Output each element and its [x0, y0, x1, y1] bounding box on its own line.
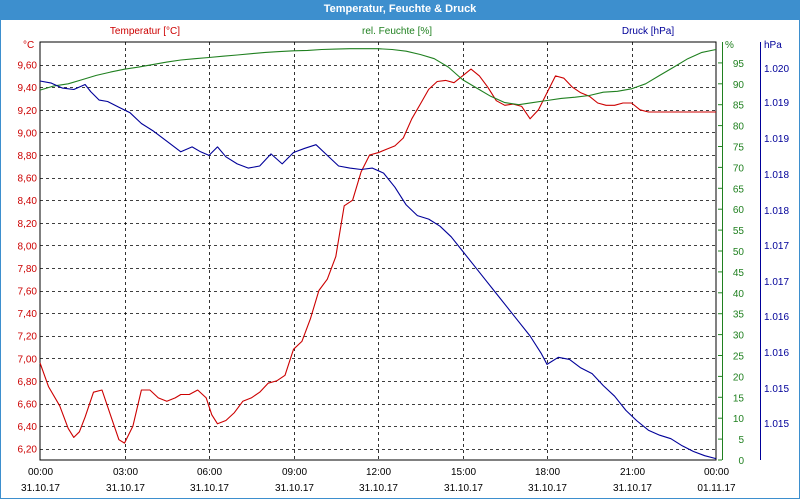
- temp-tick-label: 7,60: [18, 287, 38, 298]
- pressure-tick-label: 1.017: [764, 277, 789, 288]
- series-lines: [39, 48, 717, 460]
- grid: [39, 41, 717, 461]
- x-tick-date: 31.10.17: [613, 483, 652, 494]
- pressure-tick-label: 1.017: [764, 241, 789, 252]
- x-tick-date: 01.11.17: [697, 483, 736, 494]
- temp-tick-label: 7,00: [18, 354, 38, 365]
- pressure-unit-label: hPa: [764, 40, 782, 51]
- temp-tick-label: 6,60: [18, 400, 38, 411]
- humidity-tick-label: 75: [733, 143, 745, 154]
- x-tick-date: 31.10.17: [275, 483, 314, 494]
- temp-tick-label: 9,60: [18, 61, 38, 72]
- pressure-tick-label: 1.016: [764, 348, 789, 359]
- x-tick-time: 09:00: [282, 467, 307, 478]
- humidity-tick-label: 95: [733, 59, 745, 70]
- humidity-tick-label: 20: [733, 372, 745, 383]
- x-tick-time: 12:00: [366, 467, 391, 478]
- temp-tick-label: 7,20: [18, 332, 38, 343]
- temp-tick-label: 8,60: [18, 174, 38, 185]
- humidity-tick-label: 30: [733, 331, 745, 342]
- temp-tick-label: 8,80: [18, 151, 38, 162]
- x-tick-time: 00:00: [28, 467, 53, 478]
- humidity-tick-label: 15: [733, 393, 745, 404]
- temp-tick-label: 6,40: [18, 422, 38, 433]
- pressure-series-line: [39, 80, 717, 460]
- humidity-tick-label: 60: [733, 205, 745, 216]
- humidity-unit-label: %: [725, 40, 734, 51]
- axes: 00:00 31.10.17 03:00 31.10.17 06:00 31.10.17 0…: [18, 26, 790, 494]
- pressure-tick-label: 1.019: [764, 134, 789, 145]
- temperature-series-line: [39, 68, 716, 444]
- pressure-tick-label: 1.018: [764, 206, 789, 217]
- x-tick-date: 31.10.17: [444, 483, 483, 494]
- temp-tick-label: 7,80: [18, 264, 38, 275]
- temp-tick-label: 8,40: [18, 196, 38, 207]
- pressure-tick-label: 1.015: [764, 384, 789, 395]
- temp-tick-label: 9,20: [18, 106, 38, 117]
- x-tick-date: 31.10.17: [21, 483, 60, 494]
- humidity-tick-label: 70: [733, 163, 745, 174]
- chart-title: Temperatur, Feuchte & Druck: [0, 0, 800, 20]
- x-tick-date: 31.10.17: [359, 483, 398, 494]
- x-tick-time: 18:00: [535, 467, 560, 478]
- humidity-tick-label: 5: [738, 435, 744, 446]
- humidity-tick-label: 10: [733, 414, 745, 425]
- x-tick-date: 31.10.17: [528, 483, 567, 494]
- pressure-tick-label: 1.019: [764, 98, 789, 109]
- x-tick-time: 00:00: [704, 467, 729, 478]
- humidity-tick-label: 90: [733, 80, 745, 91]
- temp-tick-label: 6,80: [18, 377, 38, 388]
- temp-tick-label: 8,20: [18, 219, 38, 230]
- humidity-tick-label: 0: [738, 456, 744, 467]
- temp-tick-label: 7,40: [18, 309, 38, 320]
- humidity-tick-label: 45: [733, 268, 745, 279]
- x-tick-time: 03:00: [113, 467, 138, 478]
- temp-tick-label: 9,00: [18, 128, 38, 139]
- humidity-tick-label: 50: [733, 247, 745, 258]
- pressure-tick-label: 1.020: [764, 64, 789, 75]
- pressure-axis-title: Druck [hPa]: [622, 26, 674, 37]
- x-tick-date: 31.10.17: [190, 483, 229, 494]
- temp-tick-label: 8,00: [18, 241, 38, 252]
- temp-unit-label: °C: [23, 40, 34, 51]
- temp-axis-title: Temperatur [°C]: [110, 26, 180, 37]
- x-tick-date: 31.10.17: [106, 483, 145, 494]
- x-tick-time: 06:00: [197, 467, 222, 478]
- x-tick-time: 21:00: [620, 467, 645, 478]
- temp-tick-label: 9,40: [18, 83, 38, 94]
- humidity-series-line: [39, 48, 717, 106]
- humidity-tick-label: 40: [733, 289, 745, 300]
- humidity-axis-title: rel. Feuchte [%]: [362, 26, 432, 37]
- pressure-tick-label: 1.018: [764, 170, 789, 181]
- humidity-tick-label: 35: [733, 310, 745, 321]
- x-tick-time: 15:00: [451, 467, 476, 478]
- humidity-tick-label: 55: [733, 226, 745, 237]
- humidity-tick-label: 25: [733, 352, 745, 363]
- humidity-tick-label: 80: [733, 122, 745, 133]
- plot-border: [39, 41, 717, 461]
- pressure-tick-label: 1.015: [764, 419, 789, 430]
- humidity-tick-label: 85: [733, 101, 745, 112]
- pressure-tick-label: 1.016: [764, 312, 789, 323]
- humidity-tick-label: 65: [733, 184, 745, 195]
- temp-tick-label: 6,20: [18, 445, 38, 456]
